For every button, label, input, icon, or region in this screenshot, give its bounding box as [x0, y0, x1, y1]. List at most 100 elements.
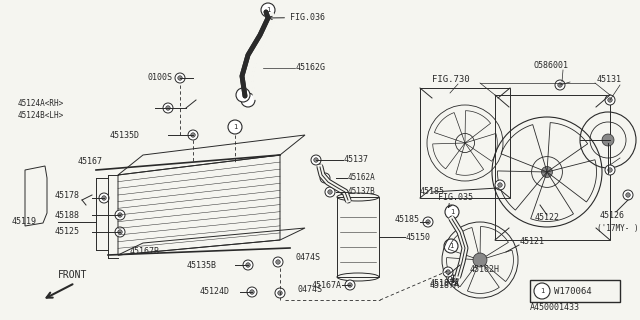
Bar: [337, 197, 379, 277]
Text: 45162A: 45162A: [348, 173, 376, 182]
Text: 1: 1: [266, 7, 270, 13]
Circle shape: [423, 217, 433, 227]
Circle shape: [115, 227, 125, 237]
Circle shape: [243, 260, 253, 270]
Text: 0100S: 0100S: [147, 74, 172, 83]
Circle shape: [261, 3, 275, 17]
Text: 45178: 45178: [55, 191, 80, 201]
Circle shape: [323, 176, 327, 180]
Circle shape: [445, 205, 459, 219]
Circle shape: [102, 196, 106, 200]
Circle shape: [498, 183, 502, 187]
Text: 45167B: 45167B: [130, 247, 160, 257]
Circle shape: [118, 230, 122, 234]
Text: 45131: 45131: [597, 76, 622, 84]
Circle shape: [163, 103, 173, 113]
Text: 45122: 45122: [535, 213, 560, 222]
Text: 45137: 45137: [344, 156, 369, 164]
Circle shape: [175, 73, 185, 83]
Text: A450001433: A450001433: [530, 303, 580, 313]
Circle shape: [557, 83, 563, 87]
Circle shape: [623, 190, 633, 200]
Text: O586001: O586001: [533, 60, 568, 69]
Text: 45135B: 45135B: [187, 260, 217, 269]
Circle shape: [188, 130, 198, 140]
Circle shape: [314, 158, 318, 162]
Circle shape: [345, 280, 355, 290]
Text: 45185: 45185: [395, 215, 420, 225]
Circle shape: [325, 187, 335, 197]
Text: FIG.035: FIG.035: [438, 193, 473, 207]
Circle shape: [451, 278, 455, 282]
Text: W170064: W170064: [554, 286, 591, 295]
Text: 45124B<LH>: 45124B<LH>: [18, 110, 64, 119]
Text: 45124A<RH>: 45124A<RH>: [18, 99, 64, 108]
Text: 1: 1: [540, 288, 544, 294]
Circle shape: [191, 133, 195, 137]
Text: 45119: 45119: [12, 218, 37, 227]
Text: 0474S: 0474S: [297, 285, 322, 294]
Text: FRONT: FRONT: [58, 270, 88, 280]
Circle shape: [608, 168, 612, 172]
Text: 45125: 45125: [55, 228, 80, 236]
Circle shape: [278, 291, 282, 295]
Text: 45167: 45167: [78, 157, 103, 166]
Circle shape: [541, 166, 552, 178]
Text: 45135D: 45135D: [110, 131, 140, 140]
Text: 1: 1: [449, 243, 453, 249]
Text: 45185: 45185: [420, 188, 445, 196]
Text: ('17MY- ): ('17MY- ): [597, 223, 639, 233]
Circle shape: [602, 134, 614, 146]
Text: 0474S: 0474S: [295, 253, 320, 262]
Circle shape: [473, 253, 487, 267]
Bar: [530, 280, 620, 302]
Circle shape: [448, 275, 458, 285]
Text: 45187A: 45187A: [430, 281, 460, 290]
Text: 1: 1: [241, 92, 245, 98]
Circle shape: [443, 267, 453, 277]
Text: 45121: 45121: [520, 237, 545, 246]
Text: 45187A: 45187A: [430, 278, 460, 287]
Circle shape: [236, 88, 250, 102]
Bar: [495, 95, 610, 240]
Circle shape: [444, 239, 458, 253]
Circle shape: [605, 95, 615, 105]
Circle shape: [348, 283, 352, 287]
Circle shape: [99, 193, 109, 203]
Circle shape: [608, 98, 612, 102]
Text: 1: 1: [233, 124, 237, 130]
Circle shape: [246, 263, 250, 267]
Circle shape: [166, 106, 170, 110]
Circle shape: [445, 270, 451, 274]
Text: 45124D: 45124D: [200, 287, 230, 297]
Circle shape: [115, 210, 125, 220]
Circle shape: [247, 287, 257, 297]
Circle shape: [228, 120, 242, 134]
Text: 45126: 45126: [600, 212, 625, 220]
Text: 45167A: 45167A: [312, 281, 342, 290]
Text: FIG.036: FIG.036: [269, 13, 325, 22]
Text: 45188: 45188: [55, 211, 80, 220]
Circle shape: [311, 155, 321, 165]
Circle shape: [605, 165, 615, 175]
Circle shape: [178, 76, 182, 80]
Circle shape: [276, 260, 280, 264]
Bar: [420, 88, 510, 198]
Circle shape: [328, 190, 332, 194]
Circle shape: [495, 180, 505, 190]
Circle shape: [250, 290, 254, 294]
Circle shape: [426, 220, 430, 224]
Circle shape: [118, 213, 122, 217]
Circle shape: [555, 80, 565, 90]
Circle shape: [626, 193, 630, 197]
Text: FIG.730: FIG.730: [432, 76, 470, 84]
Circle shape: [320, 173, 330, 183]
Text: 45162G: 45162G: [296, 63, 326, 73]
Text: 1: 1: [450, 209, 454, 215]
Circle shape: [273, 257, 283, 267]
Text: 45150: 45150: [406, 233, 431, 242]
Text: 45137B: 45137B: [348, 188, 376, 196]
Circle shape: [275, 288, 285, 298]
Circle shape: [241, 93, 255, 107]
Circle shape: [534, 283, 550, 299]
